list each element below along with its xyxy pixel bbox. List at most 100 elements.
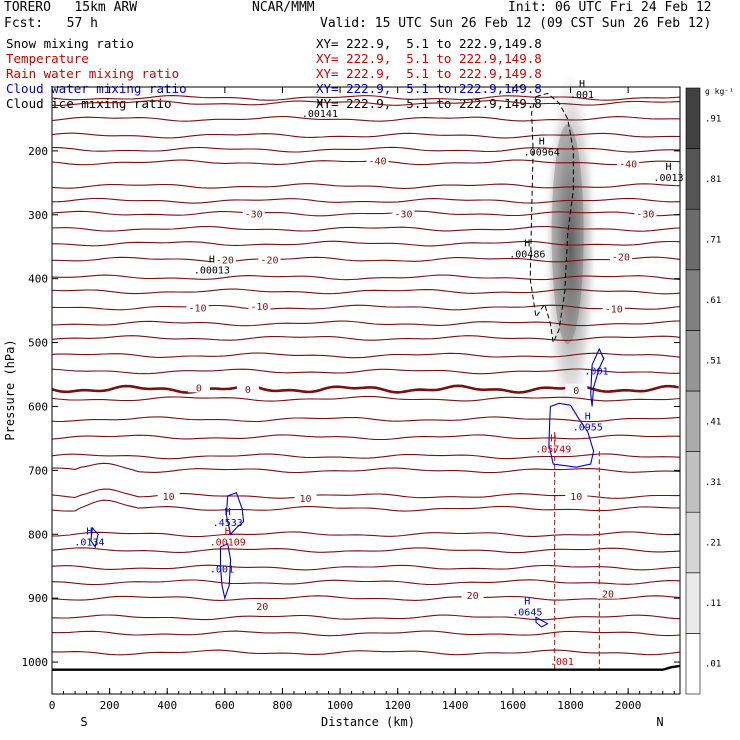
temperature-isotherm <box>51 531 681 538</box>
temperature-isotherm <box>51 416 681 423</box>
temperature-isotherm <box>51 304 681 311</box>
temp-label-bg <box>602 302 625 314</box>
colorbar-tick-label: .81 <box>705 175 721 185</box>
x-axis-north: N <box>656 715 663 729</box>
maximum-marker: H <box>524 239 530 250</box>
x-tick-label: 1400 <box>442 699 469 712</box>
colorbar-tick-label: .91 <box>705 114 721 124</box>
x-tick-label: 1600 <box>500 699 527 712</box>
cloud-ice-contour <box>518 83 574 345</box>
legend-cloudice-name: Cloud ice mixing ratio <box>6 96 172 111</box>
temp-label-bg <box>565 383 588 395</box>
maximum-marker: H <box>317 98 323 109</box>
contour-value: .001 <box>550 657 574 668</box>
x-tick-label: 1200 <box>384 699 411 712</box>
temperature-label: 20 <box>256 602 268 613</box>
contour-value: .001 <box>210 565 234 576</box>
temperature-label: -40 <box>619 160 637 171</box>
temperature-isotherm <box>51 564 681 571</box>
temp-label-bg <box>242 207 265 219</box>
temperature-label: 0 <box>245 385 251 396</box>
temperature-label: -10 <box>188 303 206 314</box>
x-axis-label: Distance (km) <box>321 715 415 729</box>
y-tick-label: 700 <box>28 464 48 477</box>
terrain-surface <box>52 664 681 671</box>
colorbar: .01 .11 .21 .31 .41 .51 .61 .71 .81 .91 <box>685 87 721 695</box>
maximum-value: .001 <box>570 90 594 101</box>
cloud-water-outline <box>535 616 549 628</box>
temperature-isotherm <box>51 352 681 359</box>
y-tick-label: 800 <box>28 528 48 541</box>
maximum-value: .00486 <box>509 250 545 261</box>
colorbar-segment <box>685 390 701 452</box>
colorbar-segment <box>685 269 701 331</box>
plot-border <box>51 86 681 695</box>
temperature-isotherm <box>51 335 681 341</box>
legend-temp-name: Temperature <box>6 51 89 66</box>
center-title: NCAR/MMM <box>252 0 315 15</box>
colorbar-tick-label: .31 <box>705 478 721 488</box>
temperature-label: -40 <box>368 156 386 167</box>
temperature-isotherm <box>51 499 681 512</box>
colorbar-segment <box>685 148 701 210</box>
cloud-water-outline <box>548 402 595 468</box>
y-tick-label: 500 <box>28 337 48 350</box>
cloud-water-outline <box>90 526 99 549</box>
cloud-ice-outline-top <box>518 83 525 88</box>
cloud-water-outline <box>225 491 245 536</box>
temperature-label: -10 <box>605 305 623 316</box>
y-tick-label: 600 <box>28 400 48 413</box>
temperature-isotherm <box>51 368 680 375</box>
colorbar-segment <box>685 511 701 574</box>
y-tick-label: 400 <box>28 273 48 286</box>
maximum-marker: H <box>225 507 231 518</box>
x-axis-south: S <box>80 715 87 729</box>
temperature-isotherm <box>51 95 681 101</box>
temperature-isotherm <box>51 434 681 441</box>
temperature-isotherm <box>51 183 681 189</box>
temperature-isotherm <box>51 115 680 122</box>
maximum-marker: H <box>524 597 530 608</box>
temperature-isotherm <box>51 630 681 637</box>
temperature-label: 10 <box>570 492 582 503</box>
init-time: Init: 06 UTC Fri 24 Feb 12 <box>508 0 712 15</box>
legend-cloudwater-name: Cloud water mixing ratio <box>6 81 187 96</box>
temperature-isotherm <box>51 197 681 204</box>
colorbar-segment <box>685 208 701 271</box>
x-axis-ticks: 0 200 400 600 800 1000 1200 1400 1600 1800 2000 <box>49 87 675 712</box>
temp-label-bg <box>258 253 281 265</box>
temp-label-bg <box>366 154 389 166</box>
temperature-isotherm <box>51 288 681 295</box>
colorbar-tick-label: .11 <box>705 599 721 609</box>
y-tick-label: 1000 <box>22 656 49 669</box>
colorbar-segment <box>685 572 701 634</box>
maximum-value: .00109 <box>210 537 246 548</box>
maximum-marker: H <box>209 255 215 266</box>
maximum-marker: H <box>86 526 92 537</box>
temperature-label: 10 <box>163 492 175 503</box>
model-title: TORERO 15km ARW <box>4 0 138 15</box>
forecast-hour: Fcst: 57 h <box>4 16 98 31</box>
colorbar-segment <box>685 330 701 392</box>
legend-temp-xy: XY= 222.9, 5.1 to 222.9,149.8 <box>316 51 542 66</box>
maximum-value: .0955 <box>573 422 603 433</box>
temp-label-bg <box>157 489 180 501</box>
colorbar-tick-label: .21 <box>705 539 721 549</box>
maximum-marker: H <box>665 162 671 173</box>
temp-label-bg <box>596 587 619 599</box>
snow-shade-column <box>542 75 599 456</box>
cloud-water-contours <box>90 347 605 628</box>
maximum-value: .00964 <box>524 148 560 159</box>
x-tick-label: 400 <box>157 699 177 712</box>
temp-label-bg <box>213 253 236 265</box>
colorbar-tick-label: .01 <box>705 660 721 670</box>
temperature-label: -20 <box>216 256 234 267</box>
maxima-labels: H.00141H.00964H.0013H.00486H.00013H.001H… <box>74 79 683 619</box>
contour-value: .001 <box>584 367 608 378</box>
temperature-isotherm <box>52 649 681 656</box>
temperature-label: -10 <box>250 302 268 313</box>
temp-label-bg <box>565 489 588 501</box>
colorbar-segment <box>685 633 701 695</box>
cloud-ice-outline <box>529 92 574 345</box>
